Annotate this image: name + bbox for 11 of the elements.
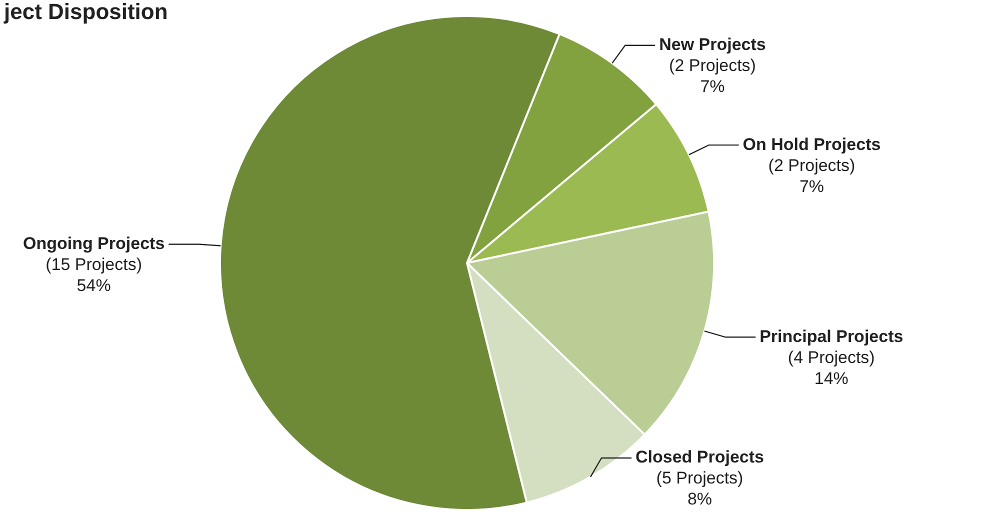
data-label: (4 Projects) 14%	[788, 348, 875, 388]
slice-label: New Projects	[659, 35, 766, 54]
slice-label: Principal Projects	[760, 326, 904, 346]
data-label: (15 Projects) 54%	[46, 254, 142, 295]
slice-label: On Hold Projects	[742, 134, 881, 154]
chart-title: ject Disposition	[3, 0, 168, 24]
slice-label: Closed Projects	[636, 448, 764, 467]
data-label: (2 Projects) 7%	[669, 56, 756, 96]
data-label: (2 Projects) 7%	[768, 156, 856, 196]
slice-label: Ongoing Projects	[22, 234, 165, 253]
data-label: (5 Projects) 8%	[656, 468, 744, 509]
